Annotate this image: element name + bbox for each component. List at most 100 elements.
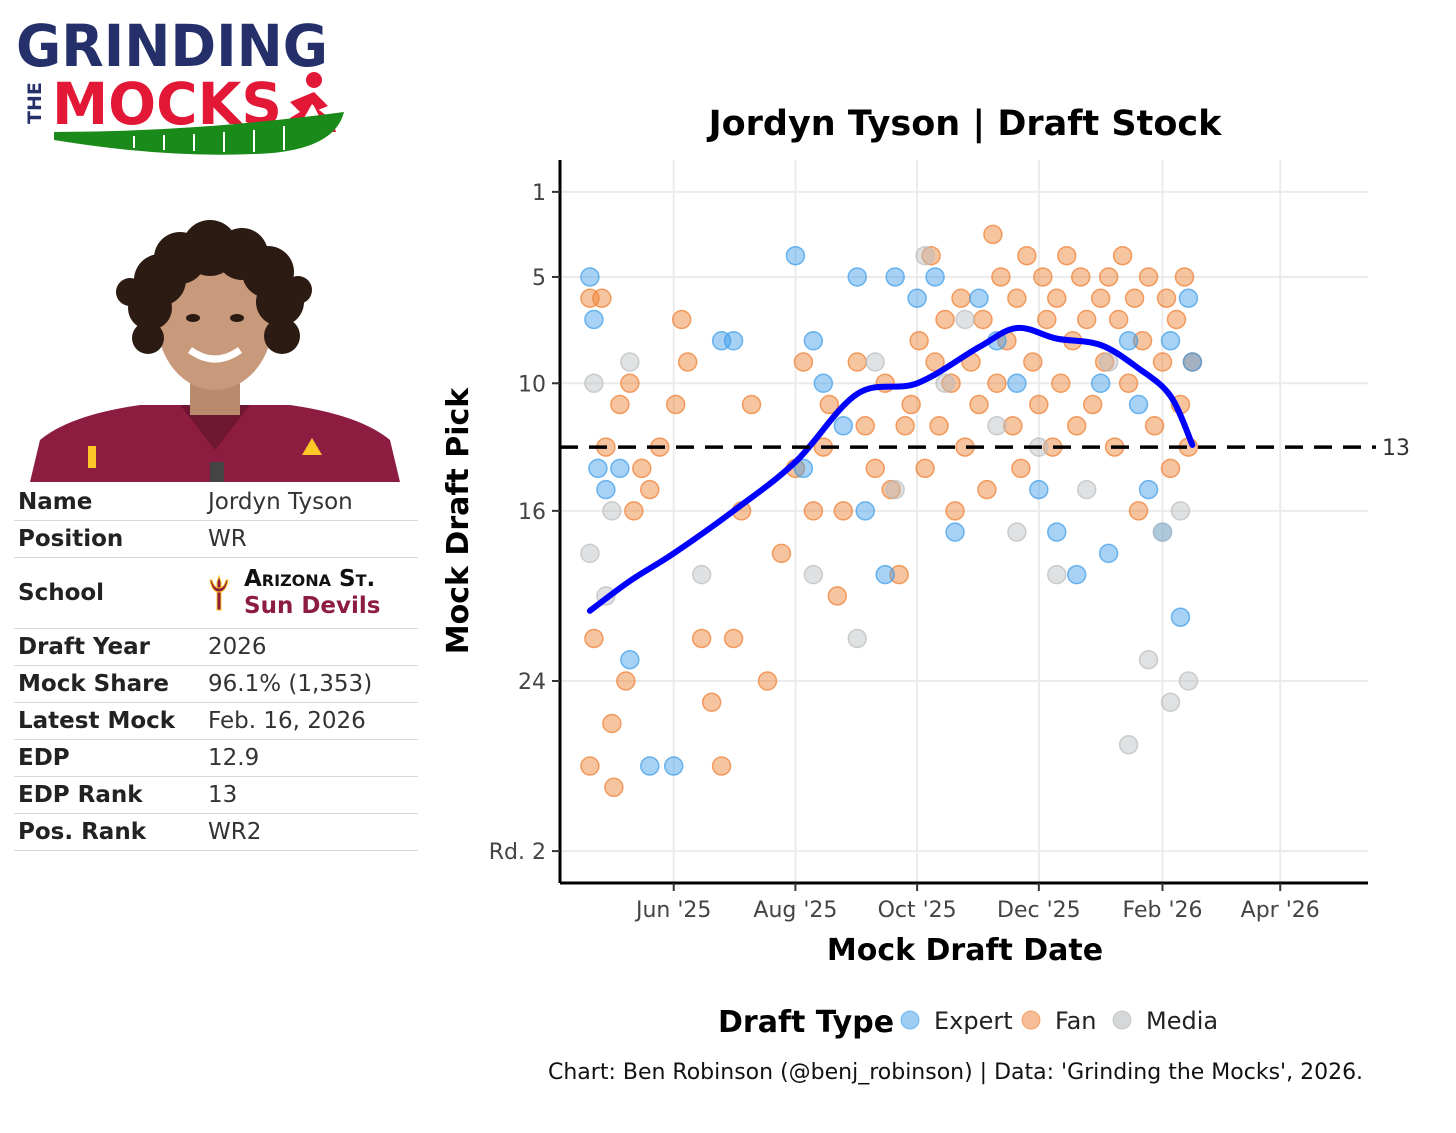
point-fan xyxy=(1108,309,1129,330)
point-media xyxy=(602,501,622,521)
point-media xyxy=(803,564,824,585)
info-value: 12.9 xyxy=(204,739,418,777)
point-expert xyxy=(588,458,608,479)
point-expert xyxy=(855,501,875,521)
school-abbreviation: Arizona St. xyxy=(244,566,376,592)
info-value: 96.1% (1,353) xyxy=(204,665,418,703)
point-fan xyxy=(1160,458,1181,479)
x-tick-label: Oct '25 xyxy=(878,898,957,923)
info-value: 2026 xyxy=(204,628,418,666)
logo-the: THE xyxy=(24,82,46,124)
point-fan xyxy=(1066,416,1087,436)
point-fan xyxy=(1023,352,1043,372)
point-expert xyxy=(813,373,834,394)
point-fan xyxy=(855,416,875,436)
point-fan xyxy=(1124,288,1145,308)
point-fan xyxy=(671,309,692,330)
info-row-mock-share: Mock Share 96.1% (1,353) xyxy=(14,665,418,703)
logo-field-swoosh xyxy=(54,112,344,155)
info-value: WR2 xyxy=(204,813,418,851)
point-fan xyxy=(847,352,868,372)
point-expert xyxy=(945,522,965,542)
reference-line-label: 13 xyxy=(1382,436,1410,461)
info-row-draft-year: Draft Year 2026 xyxy=(14,628,418,666)
point-fan xyxy=(640,479,660,500)
point-fan xyxy=(983,224,1003,245)
legend-title: Draft Type xyxy=(718,1005,894,1040)
point-expert xyxy=(1118,331,1139,351)
y-tick-label: 24 xyxy=(518,670,546,695)
info-value: Feb. 16, 2026 xyxy=(204,702,418,740)
point-expert xyxy=(1138,479,1159,500)
point-expert xyxy=(620,649,640,670)
point-media xyxy=(1047,564,1067,585)
point-expert xyxy=(969,288,989,308)
y-tick-label: 10 xyxy=(518,372,546,397)
point-expert xyxy=(1178,288,1199,308)
point-media xyxy=(691,564,712,585)
point-expert xyxy=(1066,564,1087,585)
point-fan xyxy=(915,458,935,479)
chart-title: Jordyn Tyson | Draft Stock xyxy=(707,104,1223,144)
x-axis-label: Mock Draft Date xyxy=(827,933,1103,968)
x-axis-ticks: Jun '25 Aug '25 Oct '25 Dec '25 Feb '26 Apr '… xyxy=(634,883,1320,923)
info-row-edp: EDP 12.9 xyxy=(14,739,418,777)
point-media xyxy=(1160,692,1181,712)
info-label: Pos. Rank xyxy=(14,813,204,851)
point-fan xyxy=(616,671,636,691)
point-fan xyxy=(833,501,854,521)
point-fan xyxy=(973,309,993,330)
point-fan xyxy=(1033,267,1053,287)
point-expert xyxy=(1128,394,1149,415)
trend-line xyxy=(586,324,1196,614)
point-fan xyxy=(865,458,885,479)
point-expert xyxy=(640,756,660,776)
point-expert xyxy=(610,458,630,479)
legend-label-expert: Expert xyxy=(934,1007,1013,1035)
point-expert xyxy=(907,288,927,308)
point-fan xyxy=(632,458,652,479)
x-tick-label: Aug '25 xyxy=(753,898,837,923)
point-fan xyxy=(987,373,1007,394)
player-photo xyxy=(30,220,400,482)
point-expert xyxy=(1090,373,1111,394)
point-expert xyxy=(803,331,824,351)
point-fan xyxy=(895,416,915,436)
x-tick-label: Dec '25 xyxy=(997,898,1081,923)
point-expert xyxy=(847,267,868,287)
point-fan xyxy=(1070,267,1091,287)
draft-stock-chart: Jordyn Tyson | Draft Stock 13 Jun '25 Aug… xyxy=(441,104,1410,1040)
point-fan xyxy=(1152,352,1173,372)
point-expert xyxy=(580,267,600,287)
point-fan xyxy=(665,394,686,415)
point-media xyxy=(1152,522,1173,542)
logo-field-lines xyxy=(133,126,285,152)
info-value: WR xyxy=(204,520,418,558)
point-fan xyxy=(1144,416,1165,436)
point-fan xyxy=(803,501,824,521)
point-fan xyxy=(757,671,778,691)
x-tick-label: Apr '26 xyxy=(1241,898,1320,923)
info-label: School xyxy=(14,557,204,629)
point-fan xyxy=(889,564,909,585)
info-label: Name xyxy=(14,484,204,521)
school-mascot: Sun Devils xyxy=(244,593,381,619)
point-fan xyxy=(624,501,644,521)
point-expert xyxy=(875,564,895,585)
point-fan xyxy=(691,628,712,649)
info-label: Mock Share xyxy=(14,665,204,703)
info-label: EDP xyxy=(14,739,204,777)
point-expert xyxy=(925,267,945,287)
info-label: Latest Mock xyxy=(14,702,204,740)
point-fan xyxy=(951,288,971,308)
x-tick-label: Feb '26 xyxy=(1123,898,1203,923)
point-fan xyxy=(793,352,814,372)
point-fan xyxy=(677,352,698,372)
point-expert xyxy=(785,245,806,266)
info-row-school: School Arizona St. Sun Devils xyxy=(14,557,418,629)
point-expert xyxy=(1160,331,1181,351)
point-expert xyxy=(1182,352,1203,372)
point-fan xyxy=(1112,245,1133,266)
point-fan xyxy=(1076,309,1097,330)
point-media xyxy=(1076,479,1097,500)
